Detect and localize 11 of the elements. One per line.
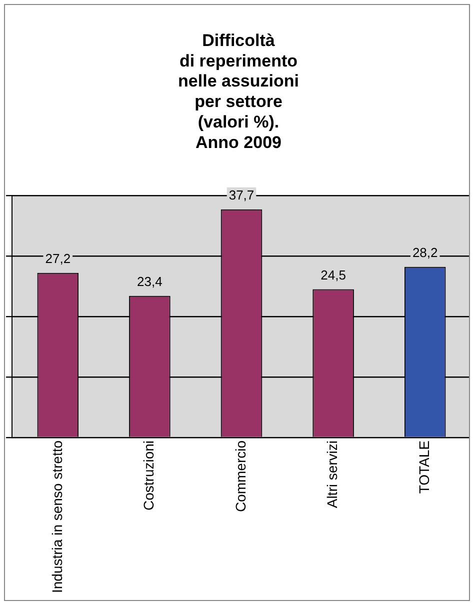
x-tick-label: Costruzioni — [140, 440, 157, 511]
data-label: 24,5 — [320, 267, 346, 282]
data-label: 37,7 — [228, 187, 254, 202]
x-tick-label: Commercio — [232, 440, 248, 512]
x-tick-label: Industria in senso stretto — [48, 440, 65, 594]
data-label: 28,2 — [412, 244, 438, 260]
x-tick-label: TOTALE — [416, 440, 432, 494]
data-label: 27,2 — [45, 250, 71, 266]
chart-title: Difficoltà di reperimento nelle assuzioni per settore (valori %). Anno 2009 — [178, 30, 299, 152]
x-tick-label: Altri servizi — [324, 440, 340, 508]
data-label: 23,4 — [137, 274, 162, 289]
